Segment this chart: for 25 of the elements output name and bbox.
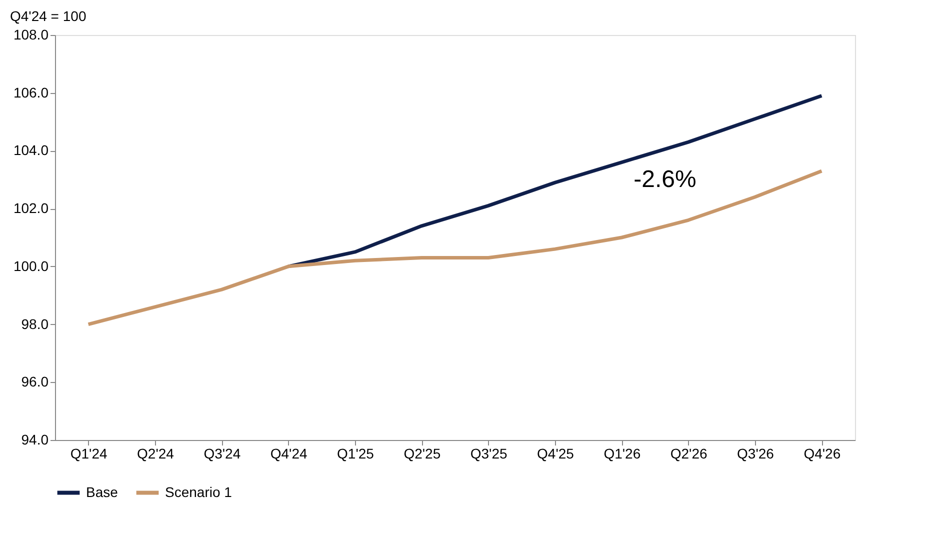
legend-label: Scenario 1: [165, 484, 232, 500]
y-tick-label: 100.0: [13, 258, 49, 274]
annotation: -2.6%: [634, 166, 696, 193]
y-axis-title: Q4'24 = 100: [10, 8, 86, 24]
y-tick-label: 98.0: [21, 316, 49, 332]
legend-label: Base: [86, 484, 118, 500]
y-tick-label: 108.0: [13, 26, 49, 42]
y-tick-label: 94.0: [21, 432, 49, 448]
y-tick-label: 96.0: [21, 374, 49, 390]
y-tick-label: 102.0: [13, 200, 49, 216]
x-tick-label: Q1'25: [337, 446, 374, 462]
y-tick-label: 106.0: [13, 84, 49, 100]
x-tick-label: Q4'24: [270, 446, 308, 462]
x-tick-label: Q3'25: [470, 446, 508, 462]
x-tick-label: Q1'26: [604, 446, 641, 462]
x-tick-label: Q4'25: [537, 446, 574, 462]
x-tick-label: Q4'26: [804, 446, 841, 462]
line-series: [86, 169, 824, 326]
y-tick-label: 104.0: [13, 142, 49, 158]
x-tick-label: Q2'26: [670, 446, 708, 462]
x-tick-label: Q2'24: [137, 446, 174, 462]
x-tick-label: Q1'24: [70, 446, 108, 462]
x-tick-label: Q3'24: [204, 446, 241, 462]
x-tick-label: Q2'25: [404, 446, 441, 462]
x-tick-label: Q3'26: [737, 446, 774, 462]
